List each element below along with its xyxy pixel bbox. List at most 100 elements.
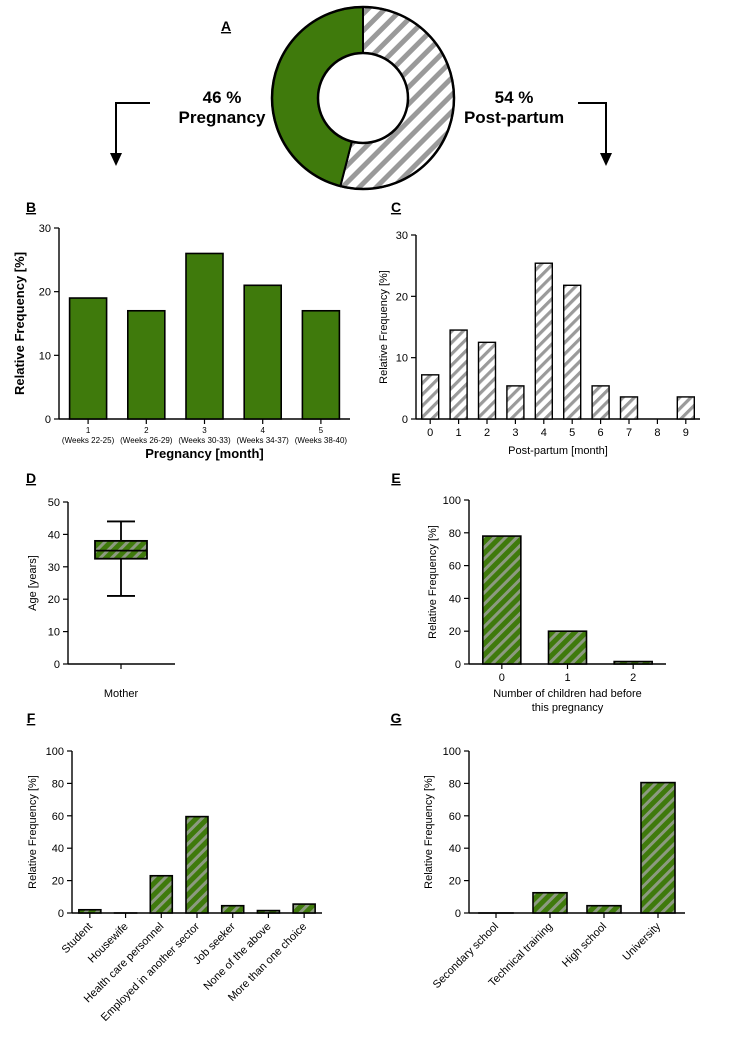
b-bar bbox=[185, 252, 224, 420]
e-y-tick-label: 80 bbox=[449, 528, 461, 540]
e-x-tick-label: 2 bbox=[630, 672, 636, 684]
g-bar bbox=[532, 891, 568, 914]
panel-label-g: G bbox=[391, 710, 402, 726]
c-x-tick-label: 8 bbox=[654, 427, 660, 439]
b-x-tick-sublabel: (Weeks 30-33) bbox=[178, 436, 231, 445]
c-x-tick-label: 3 bbox=[512, 427, 518, 439]
b-x-tick-label: 2 bbox=[144, 426, 149, 435]
f-y-tick-label: 80 bbox=[52, 778, 64, 790]
b-y-tick-label: 30 bbox=[39, 223, 51, 235]
b-x-tick-sublabel: (Weeks 38-40) bbox=[295, 436, 348, 445]
c-x-tick-label: 7 bbox=[626, 427, 632, 439]
c-x-axis-label: Post-partum [month] bbox=[508, 445, 608, 457]
b-bar bbox=[127, 309, 166, 420]
g-y-axis-label: Relative Frequency [%] bbox=[423, 775, 435, 889]
b-x-tick-label: 3 bbox=[202, 426, 207, 435]
pie-label-postpartum: Post-partum bbox=[464, 108, 564, 127]
panel-label-f: F bbox=[27, 710, 36, 726]
d-y-tick-label: 30 bbox=[48, 562, 60, 574]
b-y-tick-label: 10 bbox=[39, 350, 51, 362]
pie-label-pregnancy: Pregnancy bbox=[179, 108, 266, 127]
pie-label-postpartum-percent: 54 % bbox=[495, 88, 534, 107]
c-x-tick-label: 0 bbox=[427, 427, 433, 439]
d-y-tick-label: 10 bbox=[48, 627, 60, 639]
f-x-tick-label: Student bbox=[60, 921, 95, 956]
g-y-tick-label: 20 bbox=[449, 876, 461, 888]
c-bar bbox=[676, 396, 695, 420]
c-bar bbox=[477, 341, 497, 420]
g-y-tick-label: 0 bbox=[455, 908, 461, 920]
f-y-axis-label: Relative Frequency [%] bbox=[27, 775, 39, 889]
b-x-tick-label: 5 bbox=[319, 426, 324, 435]
g-x-tick-label: University bbox=[620, 920, 663, 963]
f-bar bbox=[220, 904, 245, 914]
arrow-postpartum-icon bbox=[600, 153, 612, 166]
e-bar bbox=[547, 630, 588, 665]
f-bar bbox=[185, 815, 209, 914]
pie-outline bbox=[270, 5, 456, 191]
e-bar bbox=[482, 535, 522, 665]
e-y-axis-label: Relative Frequency [%] bbox=[427, 525, 439, 639]
b-bar bbox=[68, 297, 108, 420]
c-x-tick-label: 4 bbox=[541, 427, 547, 439]
panel-label-b: B bbox=[26, 199, 36, 215]
f-bar bbox=[78, 908, 102, 914]
b-bar bbox=[301, 309, 341, 420]
c-x-tick-label: 2 bbox=[484, 427, 490, 439]
f-y-tick-label: 0 bbox=[58, 908, 64, 920]
b-x-axis-label: Pregnancy [month] bbox=[145, 446, 263, 461]
b-x-tick-label: 4 bbox=[260, 426, 265, 435]
arrow-postpartum-line bbox=[578, 102, 607, 155]
panel-label-c: C bbox=[391, 199, 401, 215]
e-y-tick-label: 20 bbox=[449, 626, 461, 638]
c-y-tick-label: 0 bbox=[402, 414, 408, 426]
b-y-axis-label: Relative Frequency [%] bbox=[12, 252, 27, 395]
e-bar bbox=[613, 660, 653, 665]
d-y-tick-label: 50 bbox=[48, 497, 60, 509]
f-bar bbox=[256, 909, 281, 914]
c-bar bbox=[449, 329, 468, 420]
d-y-tick-label: 0 bbox=[54, 659, 60, 671]
panel-label-d: D bbox=[26, 470, 36, 486]
c-y-tick-label: 10 bbox=[396, 353, 408, 365]
arrow-pregnancy-line bbox=[115, 102, 150, 155]
f-bar bbox=[292, 903, 316, 914]
f-y-tick-label: 20 bbox=[52, 876, 64, 888]
g-y-tick-label: 40 bbox=[449, 843, 461, 855]
pie-label-pregnancy-percent: 46 % bbox=[203, 88, 242, 107]
e-y-tick-label: 60 bbox=[449, 561, 461, 573]
c-bar bbox=[563, 284, 582, 420]
e-y-tick-label: 40 bbox=[449, 593, 461, 605]
b-x-tick-sublabel: (Weeks 34-37) bbox=[237, 436, 290, 445]
b-y-tick-label: 0 bbox=[45, 414, 51, 426]
c-x-tick-label: 1 bbox=[456, 427, 462, 439]
f-bar bbox=[149, 874, 174, 914]
c-y-axis-label: Relative Frequency [%] bbox=[378, 270, 390, 384]
g-bar bbox=[586, 904, 622, 914]
c-x-tick-label: 5 bbox=[569, 427, 575, 439]
g-bar bbox=[640, 781, 676, 914]
b-x-tick-sublabel: (Weeks 22-25) bbox=[62, 436, 115, 445]
c-bar bbox=[534, 262, 553, 420]
c-bar bbox=[506, 385, 525, 420]
g-y-tick-label: 100 bbox=[443, 746, 461, 758]
f-x-tick-label: None of the above bbox=[201, 921, 273, 993]
e-x-axis-label-line1: Number of children had before bbox=[493, 688, 642, 700]
c-bar bbox=[591, 385, 610, 420]
d-y-axis-label: Age [years] bbox=[27, 555, 39, 611]
f-y-tick-label: 100 bbox=[46, 746, 64, 758]
e-x-axis-label-line2: this pregnancy bbox=[532, 702, 604, 714]
b-bar bbox=[243, 284, 282, 420]
e-y-tick-label: 0 bbox=[455, 659, 461, 671]
g-y-tick-label: 60 bbox=[449, 811, 461, 823]
b-x-tick-sublabel: (Weeks 26-29) bbox=[120, 436, 173, 445]
d-x-tick-label: Mother bbox=[104, 688, 139, 700]
d-y-tick-label: 20 bbox=[48, 594, 60, 606]
c-x-tick-label: 6 bbox=[598, 427, 604, 439]
pie-hole bbox=[316, 51, 410, 145]
panel-label-e: E bbox=[391, 470, 400, 486]
c-bar bbox=[619, 396, 639, 420]
b-x-tick-label: 1 bbox=[86, 426, 91, 435]
b-y-tick-label: 20 bbox=[39, 287, 51, 299]
